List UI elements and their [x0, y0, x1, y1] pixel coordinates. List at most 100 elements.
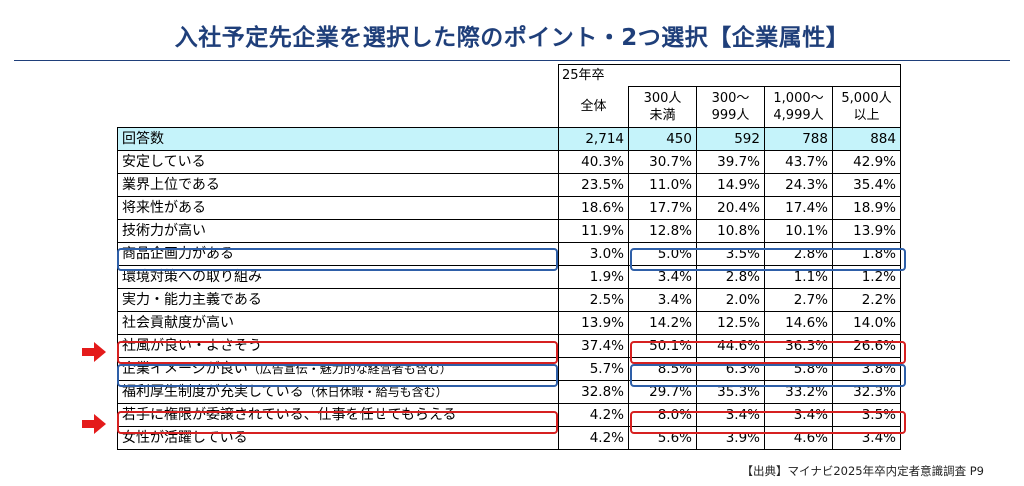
row-label: 福利厚生制度が充実している（休日休暇・給与も含む）: [117, 380, 559, 404]
column-header: 5,000人 以上: [832, 86, 901, 128]
cell-value: 3.4%: [628, 288, 697, 312]
column-header: 300人 未満: [628, 86, 697, 128]
arrow-right-icon: [82, 342, 106, 362]
page-title: 入社予定先企業を選択した際のポイント・2つ選択【企業属性】: [174, 25, 850, 51]
cell-value: 4.6%: [764, 426, 833, 450]
cell-value: 2,714: [558, 127, 629, 151]
cell-value: 14.9%: [696, 173, 765, 197]
table-row: 環境対策への取り組み 1.9% 3.4% 2.8% 1.1% 1.2%: [117, 265, 901, 289]
cell-value: 20.4%: [696, 196, 765, 220]
cell-value: 11.9%: [558, 219, 629, 243]
column-header: 1,000～ 4,999人: [764, 86, 833, 128]
row-label: 将来性がある: [117, 196, 559, 220]
cell-value: 3.9%: [696, 426, 765, 450]
row-label: 安定している: [117, 150, 559, 174]
row-label: 技術力が高い: [117, 219, 559, 243]
cell-value: 2.0%: [696, 288, 765, 312]
cell-value: 3.4%: [696, 403, 765, 427]
cell-value: 26.6%: [832, 334, 901, 358]
cell-value: 3.8%: [832, 357, 901, 381]
row-label: 業界上位である: [117, 173, 559, 197]
cell-value: 30.7%: [628, 150, 697, 174]
cell-value: 2.7%: [764, 288, 833, 312]
cell-value: 1.8%: [832, 242, 901, 266]
cell-value: 17.4%: [764, 196, 833, 220]
cell-value: 10.8%: [696, 219, 765, 243]
cell-value: 8.5%: [628, 357, 697, 381]
cell-value: 2.8%: [696, 265, 765, 289]
cell-value: 35.4%: [832, 173, 901, 197]
cell-value: 2.2%: [832, 288, 901, 312]
table-row: 商品企画力がある 3.0% 5.0% 3.5% 2.8% 1.8%: [117, 242, 901, 266]
year-label: 25年卒: [558, 64, 901, 87]
cell-value: 35.3%: [696, 380, 765, 404]
cell-value: 39.7%: [696, 150, 765, 174]
survey-table: 25年卒 全体 300人 未満 300～ 999人 1,000～ 4,999人 5,0…: [117, 64, 901, 450]
table-row: 若手に権限が委譲されている、仕事を任せてもらえる 4.2% 8.0% 3.4% 3.4%…: [117, 403, 901, 427]
table-row: 業界上位である 23.5% 11.0% 14.9% 24.3% 35.4%: [117, 173, 901, 197]
arrow-right-icon: [82, 414, 106, 434]
row-label: 実力・能力主義である: [117, 288, 559, 312]
title-divider: [14, 60, 1010, 61]
cell-value: 23.5%: [558, 173, 629, 197]
row-label: 商品企画力がある: [117, 242, 559, 266]
cell-value: 3.4%: [832, 426, 901, 450]
cell-value: 12.5%: [696, 311, 765, 335]
cell-value: 4.2%: [558, 426, 629, 450]
cell-value: 13.9%: [832, 219, 901, 243]
cell-value: 50.1%: [628, 334, 697, 358]
row-label: 企業イメージが良い（広告宣伝・魅力的な経営者も含む）: [117, 357, 559, 381]
cell-value: 11.0%: [628, 173, 697, 197]
table-row: 安定している 40.3% 30.7% 39.7% 43.7% 42.9%: [117, 150, 901, 174]
row-label: 社風が良い・よさそう: [117, 334, 559, 358]
cell-value: 17.7%: [628, 196, 697, 220]
table-body: 回答数 2,714 450 592 788 884 安定している 40.3% 30.7% 39.7…: [117, 127, 901, 450]
cell-value: 592: [696, 127, 765, 151]
cell-value: 884: [832, 127, 901, 151]
cell-value: 14.6%: [764, 311, 833, 335]
cell-value: 33.2%: [764, 380, 833, 404]
table-row: 福利厚生制度が充実している（休日休暇・給与も含む） 32.8% 29.7% 35.3%…: [117, 380, 901, 404]
cell-value: 13.9%: [558, 311, 629, 335]
cell-value: 1.2%: [832, 265, 901, 289]
cell-value: 2.5%: [558, 288, 629, 312]
cell-value: 5.6%: [628, 426, 697, 450]
row-label-note: （休日休暇・給与も含む）: [303, 385, 448, 399]
source-note: 【出典】マイナビ2025年卒内定者意識調査 P9: [741, 464, 984, 478]
cell-value: 29.7%: [628, 380, 697, 404]
row-label-note: （広告宣伝・魅力的な経営者も含む）: [247, 362, 452, 376]
cell-value: 1.1%: [764, 265, 833, 289]
cell-value: 788: [764, 127, 833, 151]
cell-value: 12.8%: [628, 219, 697, 243]
cell-value: 14.0%: [832, 311, 901, 335]
cell-value: 14.2%: [628, 311, 697, 335]
cell-value: 450: [628, 127, 697, 151]
cell-value: 32.8%: [558, 380, 629, 404]
cell-value: 3.4%: [628, 265, 697, 289]
column-header-row: 全体 300人 未満 300～ 999人 1,000～ 4,999人 5,000人 以上: [118, 86, 901, 128]
cell-value: 40.3%: [558, 150, 629, 174]
row-label: 回答数: [117, 127, 559, 151]
cell-value: 37.4%: [558, 334, 629, 358]
cell-value: 32.3%: [832, 380, 901, 404]
table-row: 技術力が高い 11.9% 12.8% 10.8% 10.1% 13.9%: [117, 219, 901, 243]
cell-value: 2.8%: [764, 242, 833, 266]
row-label: 社会貢献度が高い: [117, 311, 559, 335]
cell-value: 10.1%: [764, 219, 833, 243]
cell-value: 4.2%: [558, 403, 629, 427]
column-header: 300～ 999人: [696, 86, 765, 128]
cell-value: 36.3%: [764, 334, 833, 358]
table-row: 将来性がある 18.6% 17.7% 20.4% 17.4% 18.9%: [117, 196, 901, 220]
cell-value: 5.7%: [558, 357, 629, 381]
cell-value: 44.6%: [696, 334, 765, 358]
table-row: 企業イメージが良い（広告宣伝・魅力的な経営者も含む） 5.7% 8.5% 6.3% 5.…: [117, 357, 901, 381]
row-label: 環境対策への取り組み: [117, 265, 559, 289]
cell-value: 5.0%: [628, 242, 697, 266]
table-row: 社会貢献度が高い 13.9% 14.2% 12.5% 14.6% 14.0%: [117, 311, 901, 335]
cell-value: 3.5%: [832, 403, 901, 427]
cell-value: 24.3%: [764, 173, 833, 197]
cell-value: 5.8%: [764, 357, 833, 381]
cell-value: 42.9%: [832, 150, 901, 174]
cell-value: 3.5%: [696, 242, 765, 266]
table-row: 実力・能力主義である 2.5% 3.4% 2.0% 2.7% 2.2%: [117, 288, 901, 312]
